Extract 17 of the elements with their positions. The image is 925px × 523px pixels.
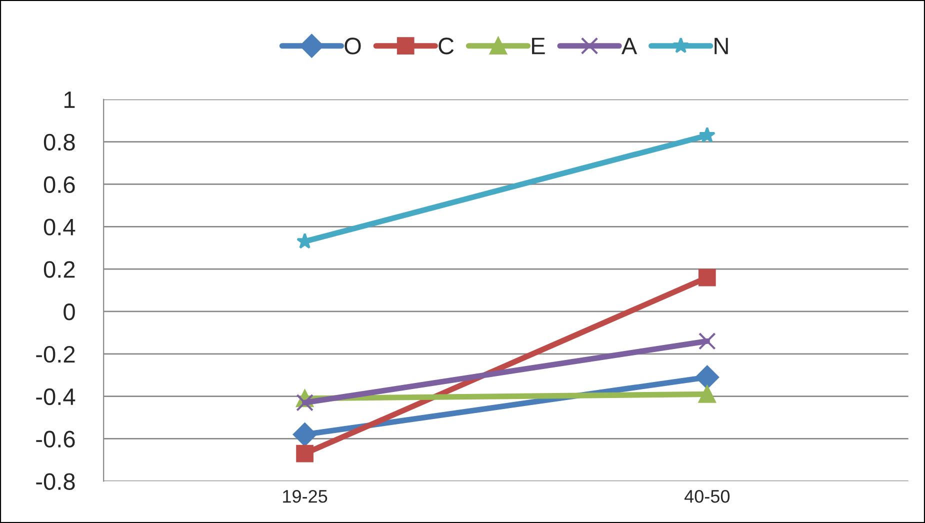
y-tick-label: -0.6 bbox=[36, 430, 75, 448]
y-tick-label: 1 bbox=[64, 92, 75, 108]
legend-label: E bbox=[532, 38, 545, 54]
y-tick-label: -0.2 bbox=[36, 346, 75, 363]
legend-label: N bbox=[714, 38, 728, 54]
legend-label: C bbox=[438, 38, 454, 54]
y-tick-label: 0.2 bbox=[44, 261, 75, 278]
y-tick-label: 0.8 bbox=[44, 134, 75, 151]
x-tick-label: 19-25 bbox=[283, 490, 328, 503]
x-tick-label: 40-50 bbox=[684, 490, 730, 503]
y-tick-label: -0.8 bbox=[36, 473, 75, 490]
legend-label: A bbox=[621, 38, 638, 54]
y-tick-label: -0.4 bbox=[36, 388, 76, 406]
legend-label: O bbox=[344, 38, 361, 54]
y-tick-label: 0.6 bbox=[44, 176, 75, 193]
y-tick-label: 0 bbox=[64, 304, 75, 320]
y-tick-label: 0.4 bbox=[44, 218, 76, 236]
